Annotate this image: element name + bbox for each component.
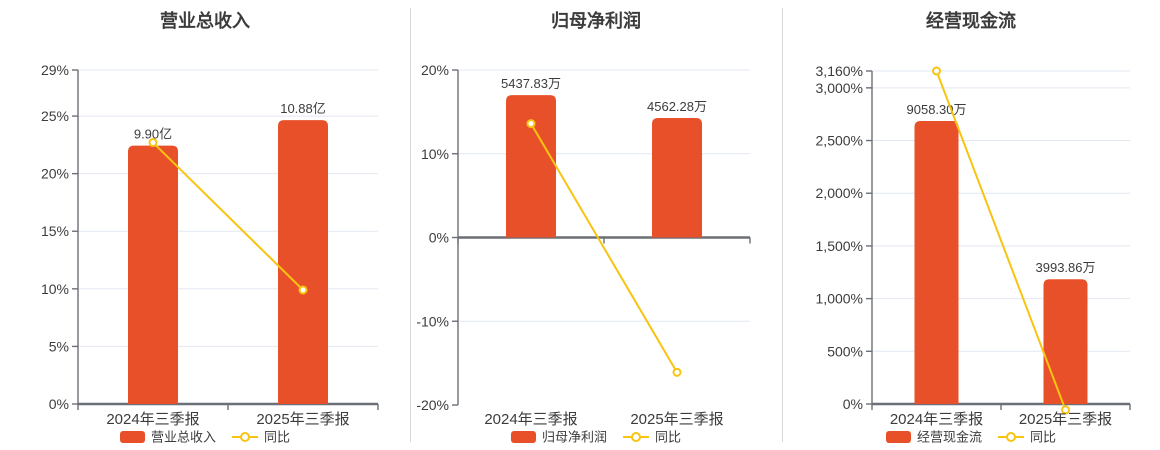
trend-marker: [672, 367, 682, 377]
x-category-label: 2025年三季报: [256, 411, 349, 428]
bar-2025年三季报: [1043, 279, 1088, 404]
legend-bar-swatch: [511, 431, 536, 443]
y-tick-label: -10%: [416, 313, 449, 329]
y-tick-label: 29%: [41, 62, 69, 78]
bar-2025年三季报: [652, 118, 702, 238]
trend-marker: [1061, 405, 1070, 415]
chart-panel-cash-flow: 0% 500% 1,000% 1,500% 2,000% 2,500% 3,000% 3,16…: [782, 0, 1160, 450]
bar-2024年三季报: [506, 95, 556, 238]
legend-item-经营现金流[interactable]: 经营现金流: [886, 430, 982, 445]
legend-label: 同比: [655, 430, 681, 445]
legend-label: 归母净利润: [542, 430, 607, 445]
legend-label: 经营现金流: [917, 430, 982, 445]
panel-divider: [782, 8, 783, 442]
y-tick-label: 3,160%: [816, 63, 863, 79]
bar-value-label: 5437.83万: [501, 76, 561, 91]
net-profit-chart: -20% -10% 0% 10% 20% 5437.83万 4562.28万 2024年三季报…: [416, 10, 751, 445]
legend-bar-swatch: [886, 431, 911, 443]
y-tick-label: 3,000%: [816, 80, 863, 96]
y-tick-label: 2,500%: [816, 133, 863, 149]
bar-value-label: 4562.28万: [647, 99, 707, 114]
trend-line: [935, 70, 1067, 411]
bar-2025年三季报: [278, 120, 328, 404]
bar-value-label: 3993.86万: [1036, 260, 1096, 275]
legend-marker-icon: [631, 432, 641, 442]
y-tick-label: 0%: [49, 396, 69, 412]
y-tick-label: 10%: [41, 281, 69, 297]
x-category-label: 2025年三季报: [630, 411, 723, 428]
bar-2024年三季报: [128, 145, 178, 404]
bar-value-label: 10.88亿: [280, 101, 326, 116]
y-tick-label: 500%: [827, 343, 863, 359]
chart-title: 经营现金流: [926, 10, 1016, 31]
legend-marker-icon: [240, 432, 250, 442]
y-tick-label: 20%: [421, 62, 449, 78]
x-category-label: 2024年三季报: [106, 411, 199, 428]
trend-marker: [298, 285, 308, 295]
x-category-label: 2024年三季报: [484, 411, 577, 428]
bar-2024年三季报: [914, 120, 959, 404]
y-tick-label: 0%: [843, 396, 863, 412]
chart-panel-revenue: 0% 5% 10% 15% 20% 25% 29% 9.90亿 10.88亿 2024年三季报 20…: [0, 0, 410, 450]
bar-value-label: 9.90亿: [134, 127, 172, 142]
legend-bar-swatch: [120, 431, 145, 443]
y-tick-label: 1,000%: [816, 291, 863, 307]
legend-item-营业总收入[interactable]: 营业总收入: [120, 430, 216, 445]
y-tick-label: -20%: [416, 397, 449, 413]
legend-item-归母净利润[interactable]: 归母净利润: [511, 430, 607, 445]
y-tick-label: 15%: [41, 223, 69, 239]
trend-line: [530, 123, 678, 373]
trend-line: [152, 141, 304, 291]
x-category-label: 2025年三季报: [1019, 411, 1112, 428]
legend-item-同比[interactable]: 同比: [998, 430, 1056, 445]
trend-marker: [148, 138, 158, 148]
revenue-chart: 0% 5% 10% 15% 20% 25% 29% 9.90亿 10.88亿 2024年三季报 20…: [41, 10, 379, 445]
chart-panel-net-profit: -20% -10% 0% 10% 20% 5437.83万 4562.28万 2024年三季报…: [410, 0, 782, 450]
cash-flow-chart: 0% 500% 1,000% 1,500% 2,000% 2,500% 3,000%3,16…: [816, 10, 1131, 445]
chart-title: 营业总收入: [160, 10, 250, 31]
y-tick-label: 5%: [49, 338, 69, 354]
y-tick-label: 2,000%: [816, 185, 863, 201]
legend-label: 同比: [1030, 430, 1056, 445]
legend-label: 同比: [264, 430, 290, 445]
legend-item-同比[interactable]: 同比: [623, 430, 681, 445]
y-tick-label: 10%: [421, 146, 449, 162]
legend-item-同比[interactable]: 同比: [232, 430, 290, 445]
y-tick-label: 0%: [429, 230, 449, 246]
trend-marker: [526, 119, 536, 129]
trend-marker: [932, 66, 941, 76]
legend-marker-icon: [1006, 432, 1016, 442]
panel-divider: [410, 8, 411, 442]
y-tick-label: 20%: [41, 166, 69, 182]
bar-value-label: 9058.30万: [907, 102, 967, 117]
chart-title: 归母净利润: [551, 10, 641, 31]
y-tick-label: 25%: [41, 108, 69, 124]
y-tick-label: 1,500%: [816, 238, 863, 254]
legend-label: 营业总收入: [151, 430, 216, 445]
x-category-label: 2024年三季报: [890, 411, 983, 428]
